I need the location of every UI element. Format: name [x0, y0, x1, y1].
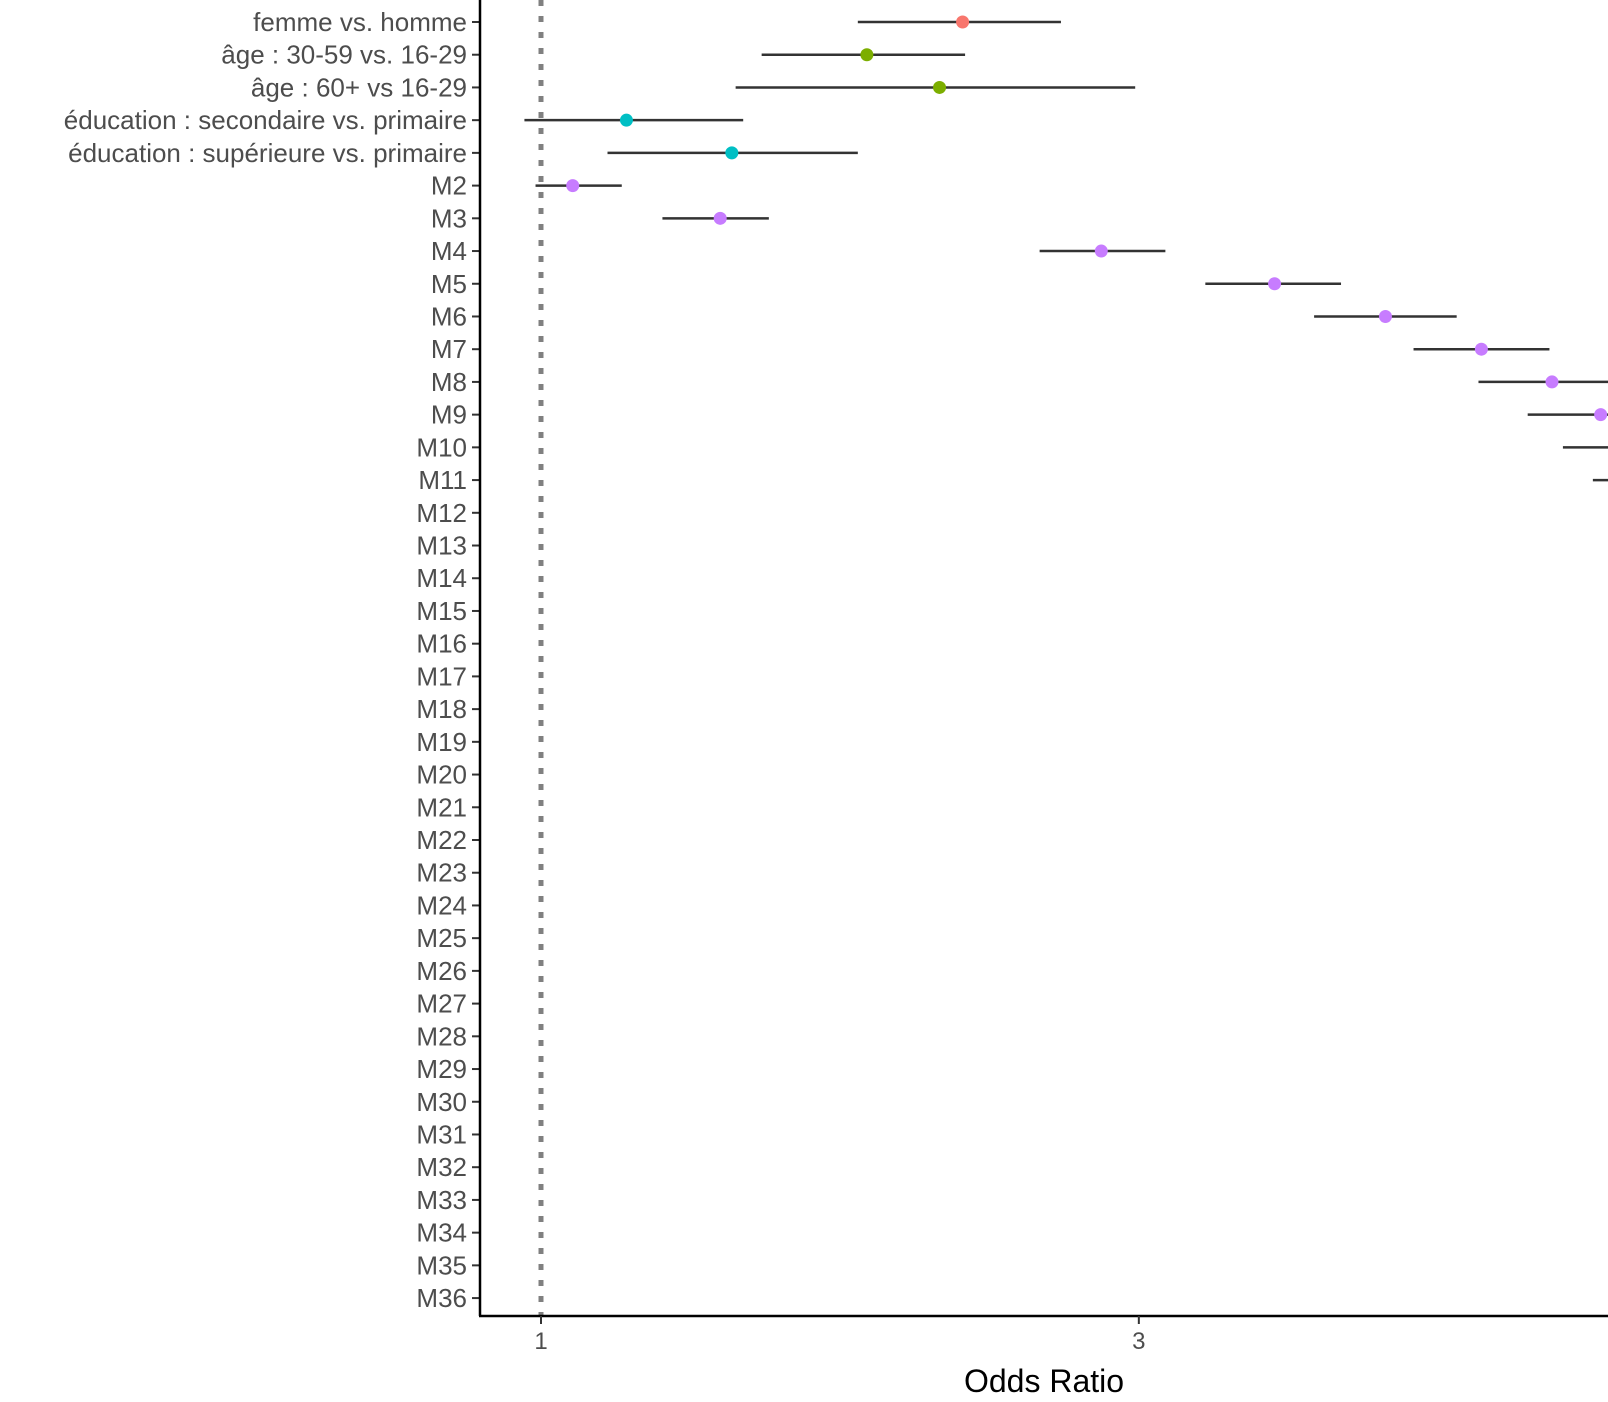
y-tick-label: M19: [416, 727, 467, 757]
y-tick-label: M34: [416, 1218, 467, 1248]
y-tick-label: M25: [416, 923, 467, 953]
y-tick-label: M12: [416, 498, 467, 528]
x-tick-labels: 1310: [534, 1328, 1145, 1355]
x-tick-label: 1: [534, 1328, 547, 1355]
y-tick-label: M26: [416, 956, 467, 986]
y-tick-label: M16: [416, 629, 467, 659]
y-tick-label: M4: [431, 236, 467, 266]
y-tick-label: éducation : secondaire vs. primaire: [64, 105, 467, 135]
y-tick-label: M24: [416, 890, 467, 920]
y-tick-label: M17: [416, 661, 467, 691]
y-tick-label: M14: [416, 563, 467, 593]
y-tick-label: M21: [416, 792, 467, 822]
point-m8: [1545, 375, 1559, 389]
y-tick-label: M20: [416, 760, 467, 790]
point-m5: [1268, 277, 1282, 291]
y-tick-label: M30: [416, 1087, 467, 1117]
y-tick-label: M31: [416, 1119, 467, 1149]
y-tick-label: M5: [431, 269, 467, 299]
y-tick-label: M7: [431, 334, 467, 364]
point-femme-vs-homme: [956, 15, 970, 29]
y-tick-label: M18: [416, 694, 467, 724]
points-layer: [566, 15, 1608, 422]
y-tick-label: M3: [431, 203, 467, 233]
point-age-30-59-vs-16-29: [860, 48, 874, 62]
point-education-superieure-vs-primaire: [725, 146, 739, 160]
y-tick-label: M33: [416, 1185, 467, 1215]
y-tick-label: M13: [416, 531, 467, 561]
y-tick-label: M23: [416, 858, 467, 888]
y-tick-label: femme vs. homme: [253, 7, 467, 37]
y-tick-label: M35: [416, 1250, 467, 1280]
x-axis-title: Odds Ratio: [964, 1363, 1124, 1399]
point-education-secondaire-vs-primaire: [619, 113, 633, 127]
point-m6: [1378, 309, 1392, 323]
y-tick-label: M11: [418, 465, 467, 495]
y-tick-label: âge : 60+ vs 16-29: [251, 72, 467, 102]
y-tick-label: M29: [416, 1054, 467, 1084]
y-tick-label: M36: [416, 1283, 467, 1313]
y-tick-label: M2: [431, 171, 467, 201]
y-tick-label: M8: [431, 367, 467, 397]
point-m7: [1474, 342, 1488, 356]
y-tick-label: éducation : supérieure vs. primaire: [68, 138, 467, 168]
point-age-60-vs-16-29: [933, 80, 947, 94]
y-tick-label: M6: [431, 301, 467, 331]
y-tick-label: M32: [416, 1152, 467, 1182]
y-tick-label: M27: [416, 989, 467, 1019]
y-tick-label: M22: [416, 825, 467, 855]
y-tick-label: M10: [416, 432, 467, 462]
y-tick-label: M28: [416, 1021, 467, 1051]
point-m4: [1094, 244, 1108, 258]
point-m2: [566, 179, 580, 193]
axes-layer: [472, 0, 1608, 1324]
y-tick-label: M15: [416, 596, 467, 626]
x-tick-label: 3: [1132, 1328, 1145, 1355]
y-tick-label: M9: [431, 400, 467, 430]
y-tick-label: âge : 30-59 vs. 16-29: [221, 40, 467, 70]
error-bars-layer: [524, 20, 1608, 482]
point-m3: [713, 211, 727, 225]
point-m9: [1594, 408, 1608, 422]
